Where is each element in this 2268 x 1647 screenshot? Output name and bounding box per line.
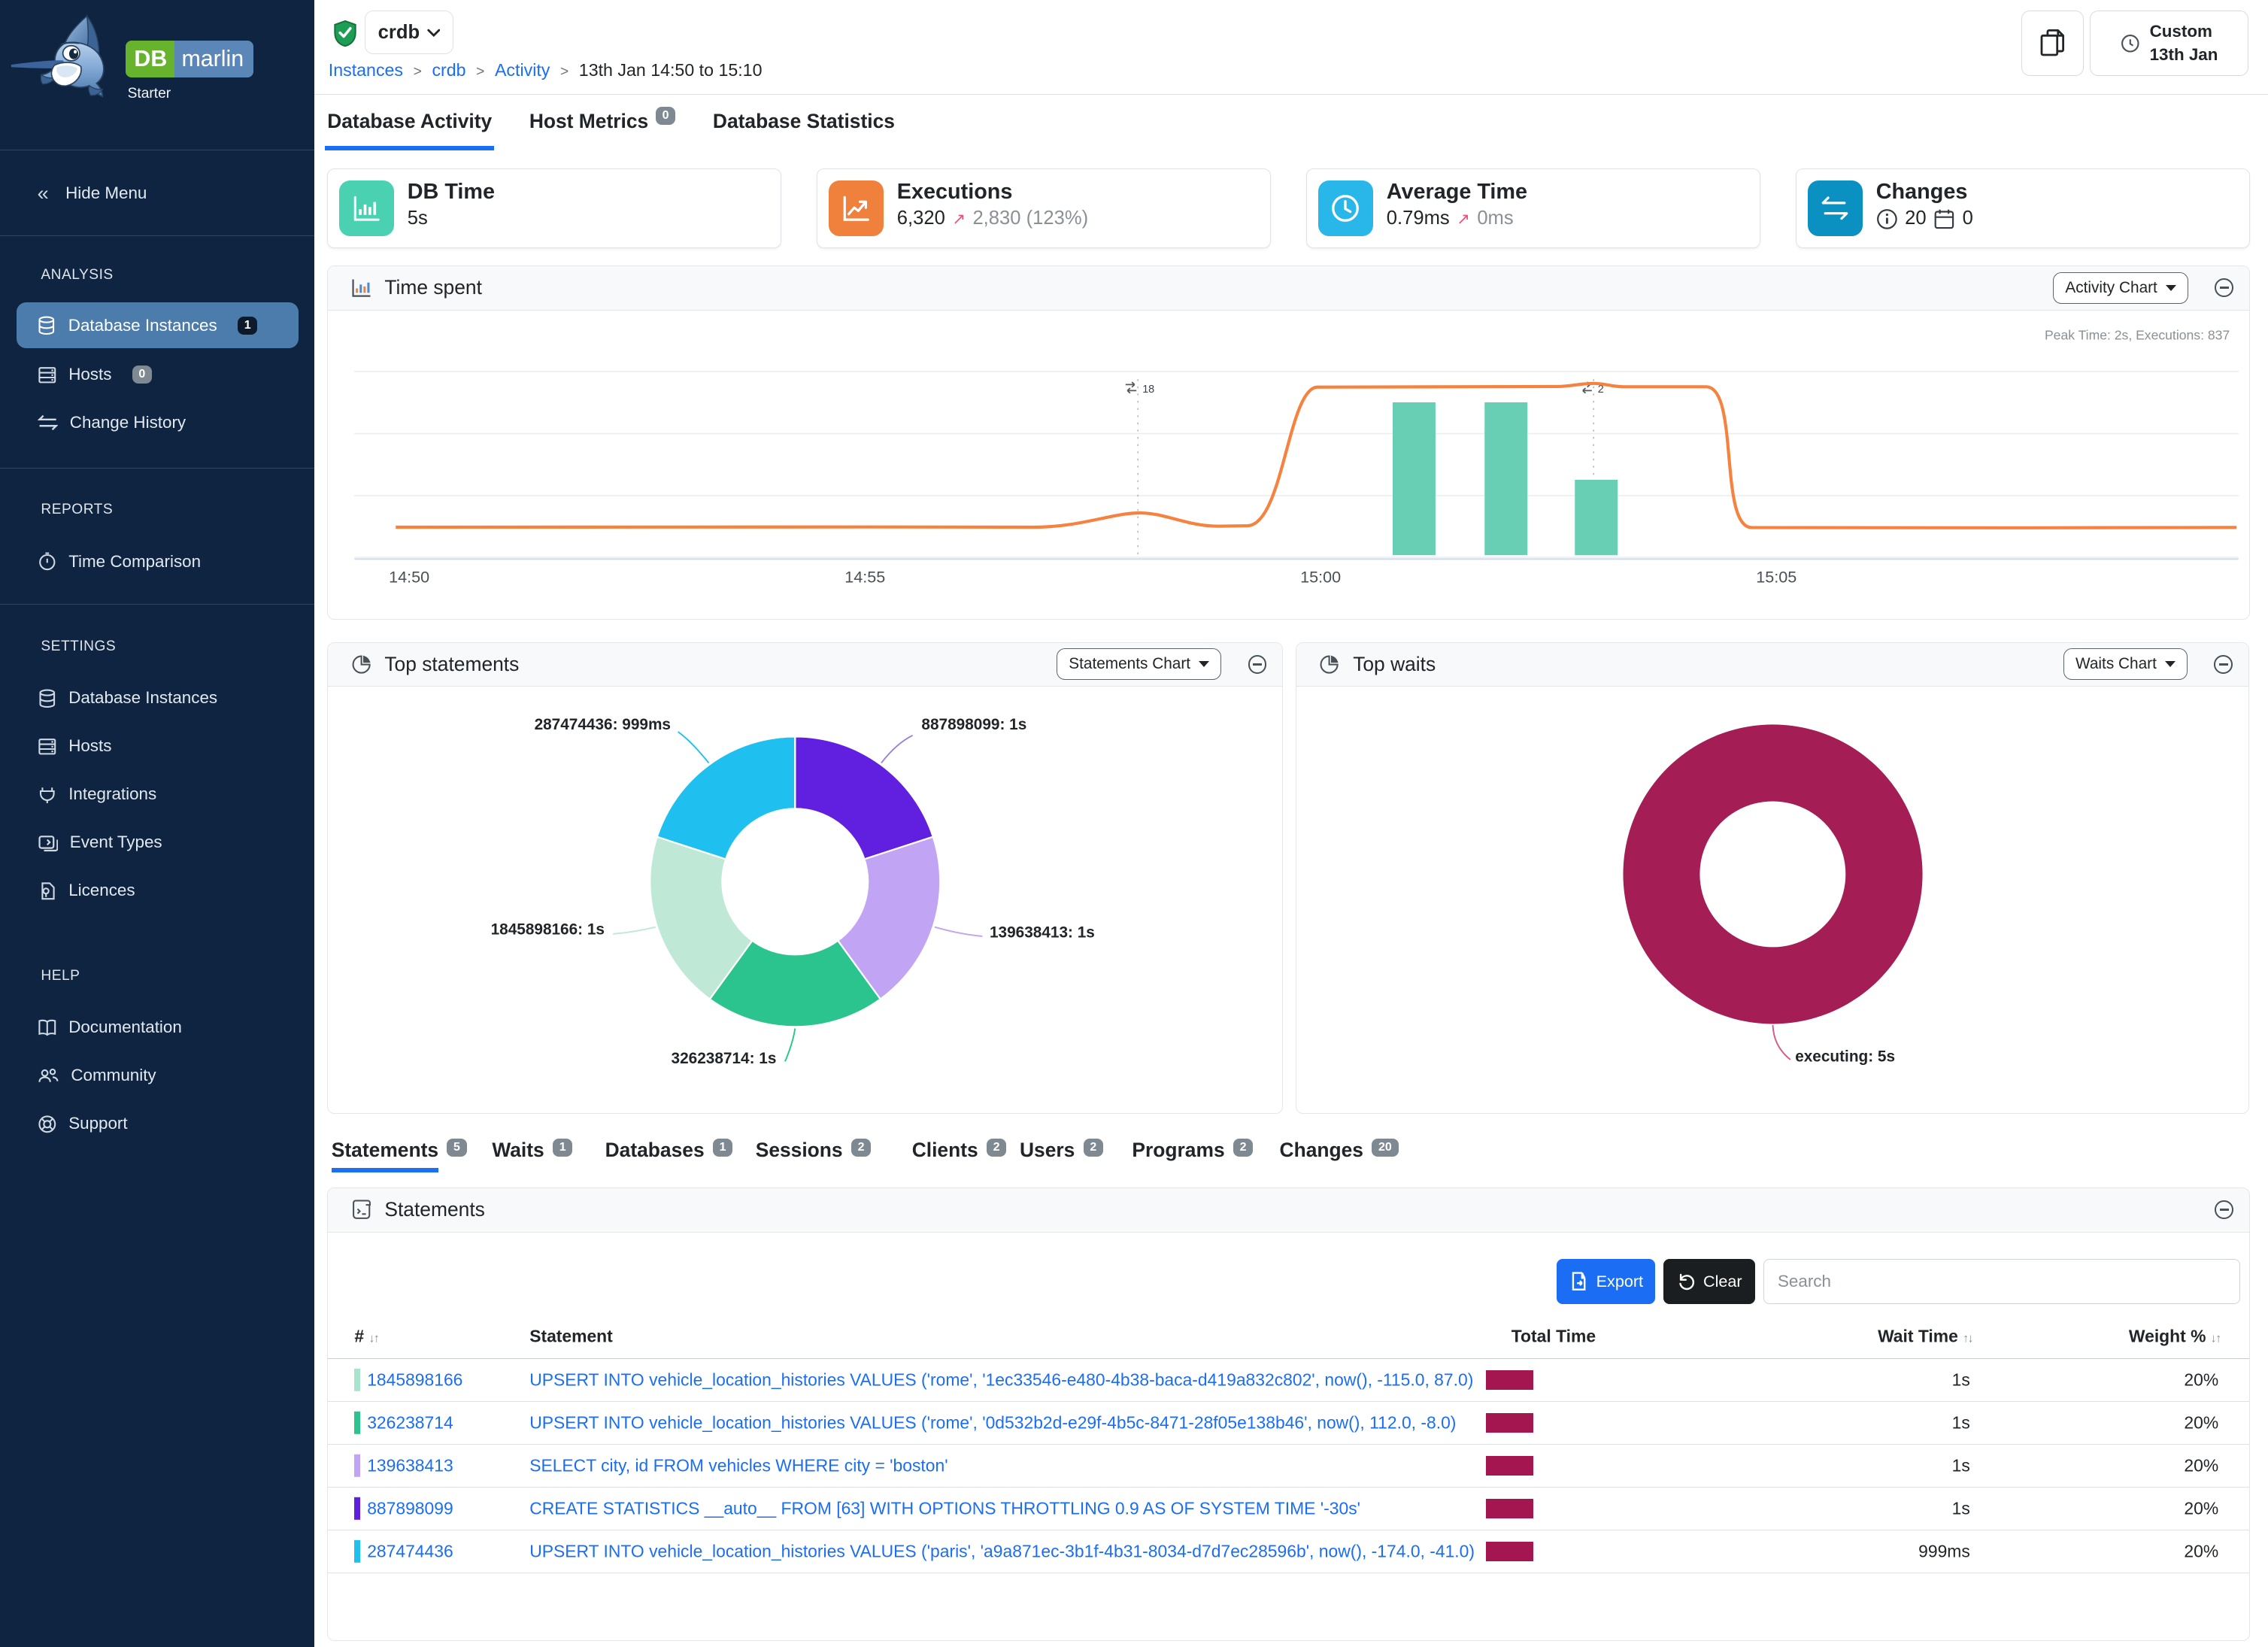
- svg-text:15:00: 15:00: [1300, 567, 1341, 586]
- svg-text:14:50: 14:50: [389, 567, 429, 586]
- svg-text:887898099: 1s: 887898099: 1s: [922, 716, 1027, 733]
- svg-text:18: 18: [1142, 383, 1154, 395]
- svg-text:139638413: 1s: 139638413: 1s: [990, 924, 1095, 941]
- svg-text:Peak Time: 2s, Executions: 837: Peak Time: 2s, Executions: 837: [2045, 327, 2230, 342]
- svg-text:executing: 5s: executing: 5s: [1795, 1048, 1895, 1066]
- svg-text:1845898166: 1s: 1845898166: 1s: [491, 921, 605, 938]
- svg-text:15:05: 15:05: [1756, 567, 1797, 586]
- svg-text:287474436: 999ms: 287474436: 999ms: [535, 716, 671, 733]
- svg-text:14:55: 14:55: [844, 567, 885, 586]
- svg-text:2: 2: [1598, 383, 1604, 395]
- svg-text:326238714: 1s: 326238714: 1s: [672, 1050, 777, 1067]
